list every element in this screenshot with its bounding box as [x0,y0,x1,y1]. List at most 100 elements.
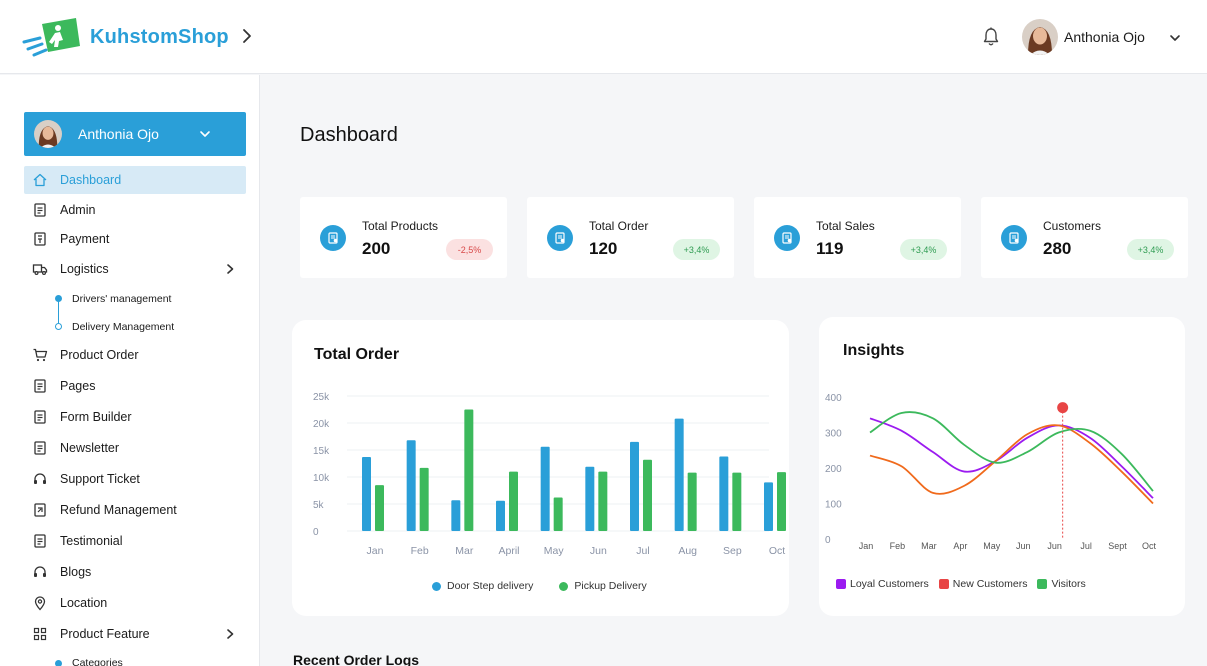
y-tick-label: 100 [825,500,842,511]
stat-value: 119 [816,239,844,258]
x-tick-label: May [544,545,565,557]
sidebar-item-dashboard[interactable]: Dashboard [24,166,246,194]
total-order-title: Total Order [314,346,400,363]
bar-door-step[interactable] [496,500,505,531]
line-new-customers[interactable] [869,424,1154,505]
bar-door-step[interactable] [540,446,550,531]
bar-pickup[interactable] [464,409,474,532]
sidebar-item-logistics[interactable]: Logistics [24,255,246,283]
bar-pickup[interactable] [732,472,742,531]
sidebar-subitem-categories[interactable]: Categories [72,657,123,666]
line-visitors[interactable] [869,411,1154,492]
total-order-panel: Total Order 0 5k 10k 15k 20k 25k Jan Feb Mar Apri… [292,320,789,616]
y-tick-label: 0 [825,535,831,546]
legend-door-step[interactable]: Door Step delivery [432,580,533,592]
total-order-legend: Door Step delivery Pickup Delivery [432,580,673,592]
sidebar-item-form-builder[interactable]: Form Builder [24,403,246,431]
legend-label: Door Step delivery [447,580,534,592]
sidebar-item-pages[interactable]: Pages [24,372,246,400]
bar-pickup[interactable] [375,485,384,531]
bar-pickup[interactable] [419,467,429,531]
brand-logo[interactable]: KuhstomShop [22,16,229,58]
document-icon [32,533,48,549]
chevron-down-icon[interactable] [1168,31,1182,45]
bar-door-step[interactable] [719,456,729,531]
sidebar-item-newsletter[interactable]: Newsletter [24,434,246,462]
sidebar-subitem-delivery-management[interactable]: Delivery Management [72,321,175,333]
bar-door-step[interactable] [585,466,595,531]
stat-card-total-products[interactable]: Total Products 200 -2,5% [300,197,507,278]
sidebar-item-label: Form Builder [60,410,132,424]
bar-door-step[interactable] [630,441,639,531]
sidebar-item-blogs[interactable]: Blogs [24,558,246,586]
line-loyal-customers[interactable] [869,417,1154,499]
x-tick-label: Mar [921,541,937,551]
x-tick-label: Oct [1142,541,1157,551]
sidebar-item-payment[interactable]: Payment [24,225,246,253]
sidebar-item-location[interactable]: Location [24,589,246,617]
sidebar-item-label: Refund Management [60,503,177,517]
document-icon [32,378,48,394]
legend-new-customers[interactable]: New Customers [938,578,1028,590]
chevron-right-icon [227,629,234,639]
legend-label: Pickup Delivery [574,580,647,592]
legend-loyal-customers[interactable]: Loyal Customers [836,578,929,590]
bell-icon[interactable] [982,27,1000,47]
y-tick-label: 400 [825,393,842,404]
bar-pickup[interactable] [643,459,652,531]
legend-label: New Customers [952,578,1028,590]
bar-door-step[interactable] [451,500,461,531]
sidebar-item-label: Testimonial [60,534,123,548]
x-tick-label: Feb [411,545,429,557]
stat-label: Total Order [589,219,649,233]
sidebar-item-refund-management[interactable]: Refund Management [24,496,246,524]
avatar[interactable] [1022,19,1058,55]
bar-door-step[interactable] [674,418,684,531]
user-switcher[interactable]: Anthonia Ojo [24,112,246,156]
x-tick-label: Jul [1080,541,1092,551]
chevron-right-icon[interactable] [240,26,254,46]
sidebar-item-admin[interactable]: Admin [24,196,246,224]
x-tick-label: Apr [953,541,967,551]
stat-card-total-sales[interactable]: Total Sales 119 +3,4% [754,197,961,278]
stat-card-customers[interactable]: Customers 280 +3,4% [981,197,1188,278]
sidebar-item-product-order[interactable]: Product Order [24,341,246,369]
y-tick-label: 200 [825,464,842,475]
bar-door-step[interactable] [764,482,773,531]
brand-name: KuhstomShop [90,25,229,48]
bar-door-step[interactable] [362,457,371,531]
bar-pickup[interactable] [553,497,563,531]
legend-visitors[interactable]: Visitors [1037,578,1086,590]
sidebar-item-label: Dashboard [60,173,122,187]
submenu-connector [58,301,59,323]
chevron-right-icon [227,264,234,274]
sidebar-item-label: Logistics [60,262,109,276]
sidebar-item-label: Location [60,596,108,610]
legend-swatch [836,579,846,589]
y-tick-label: 10k [313,473,330,484]
sidebar-item-label: Payment [60,232,110,246]
sidebar-item-product-feature[interactable]: Product Feature [24,620,246,648]
stat-value: 280 [1043,239,1072,258]
insights-panel: Insights 0 100 200 300 400 Jan Feb Mar Apr May Jun… [819,317,1185,616]
marker-dot[interactable] [1057,402,1069,414]
x-tick-label: Jul [636,545,649,557]
chevron-down-icon [200,131,210,137]
x-tick-label: Sep [723,545,742,557]
bar-door-step[interactable] [406,440,416,531]
sidebar-item-testimonial[interactable]: Testimonial [24,527,246,555]
bar-pickup[interactable] [687,472,697,531]
sidebar-item-label: Product Order [60,348,139,362]
trend-badge: +3,4% [900,239,947,260]
stat-card-total-order[interactable]: Total Order 120 +3,4% [527,197,734,278]
header-user-name[interactable]: Anthonia Ojo [1064,29,1145,45]
sidebar-subitem-drivers-management[interactable]: Drivers' management [72,293,172,305]
legend-pickup[interactable]: Pickup Delivery [559,580,647,592]
bar-pickup[interactable] [509,471,518,531]
sidebar-item-support-ticket[interactable]: Support Ticket [24,465,246,493]
sidebar-item-label: Admin [60,203,96,217]
bar-pickup[interactable] [777,472,786,531]
legend-swatch [938,579,949,589]
bar-pickup[interactable] [598,471,608,531]
y-tick-label: 15k [313,446,330,457]
